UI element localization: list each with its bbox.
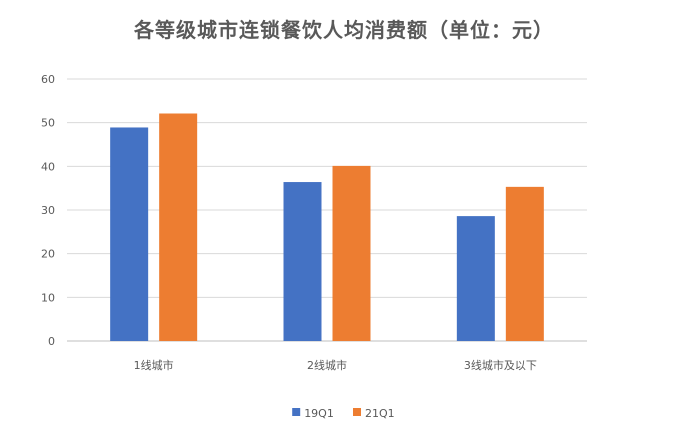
x-tick-label: 2线城市 bbox=[307, 358, 347, 372]
bar-21q1-3 bbox=[505, 186, 544, 341]
y-tick-label: 40 bbox=[41, 160, 55, 173]
x-axis-tick-labels: 1线城市 2线城市 3线城市及以下 bbox=[134, 358, 537, 372]
bar-21q1-1 bbox=[159, 113, 198, 341]
bar-19q1-2 bbox=[283, 182, 322, 341]
y-tick-label: 20 bbox=[41, 248, 55, 261]
legend-label-21q1: 21Q1 bbox=[365, 407, 395, 420]
bar-19q1-1 bbox=[110, 127, 149, 341]
y-tick-label: 60 bbox=[41, 73, 55, 86]
y-tick-label: 30 bbox=[41, 204, 55, 217]
y-tick-label: 10 bbox=[41, 291, 55, 304]
y-tick-label: 0 bbox=[48, 335, 55, 348]
bar-19q1-3 bbox=[456, 216, 495, 341]
legend-label-19q1: 19Q1 bbox=[304, 407, 334, 420]
x-tick-label: 3线城市及以下 bbox=[464, 358, 537, 372]
bar-21q1-2 bbox=[332, 165, 371, 341]
bars bbox=[110, 113, 544, 341]
chart-title: 各等级城市连锁餐饮人均消费额（单位：元） bbox=[134, 18, 554, 42]
y-tick-label: 50 bbox=[41, 117, 55, 130]
legend-swatch-21q1 bbox=[353, 408, 361, 416]
legend-swatch-19q1 bbox=[292, 408, 301, 416]
legend: 19Q1 21Q1 bbox=[292, 407, 395, 420]
gridlines bbox=[67, 78, 587, 342]
x-tick-label: 1线城市 bbox=[134, 358, 174, 372]
y-axis-tick-labels: 0 10 20 30 40 50 60 bbox=[41, 73, 55, 348]
